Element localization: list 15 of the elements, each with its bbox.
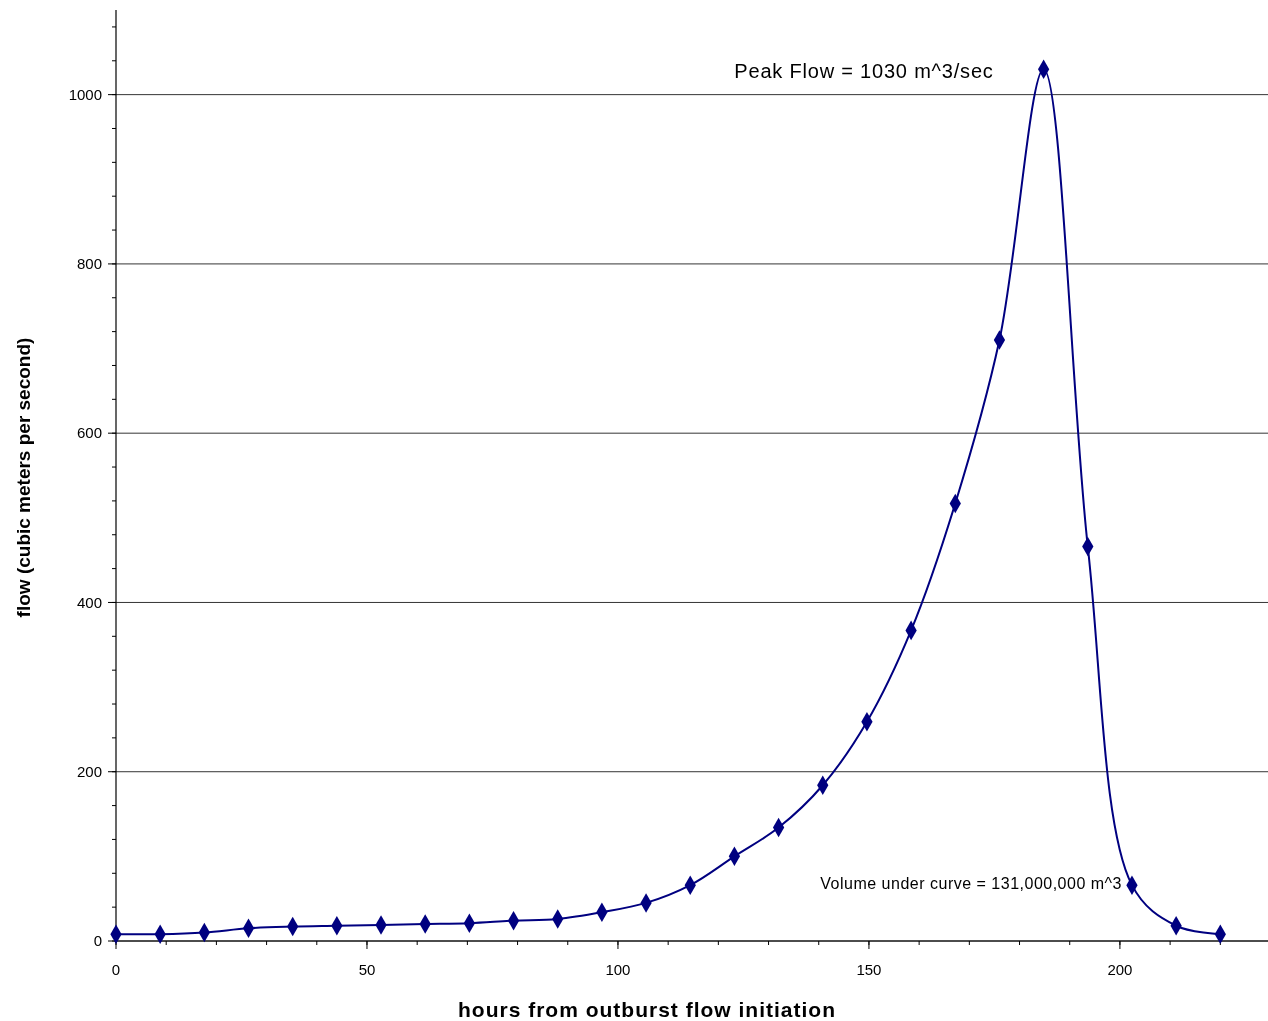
x-tick-label: 100 bbox=[605, 961, 631, 978]
annotation: Peak Flow = 1030 m^3/sec bbox=[734, 60, 994, 83]
y-tick-label: 0 bbox=[93, 932, 102, 950]
x-axis-title: hours from outburst flow initiation bbox=[458, 998, 836, 1021]
x-tick-label: 0 bbox=[111, 961, 121, 978]
x-tick-label: 50 bbox=[358, 961, 376, 978]
y-tick-label: 1000 bbox=[68, 85, 102, 103]
annotation: Volume under curve = 131,000,000 m^3 bbox=[820, 875, 1122, 892]
x-tick-label: 150 bbox=[856, 961, 882, 978]
y-tick-label: 400 bbox=[76, 593, 102, 611]
y-tick-label: 200 bbox=[76, 762, 102, 780]
y-tick-label: 600 bbox=[76, 424, 102, 442]
y-axis-title: flow (cubic meters per second) bbox=[13, 337, 34, 618]
y-tick-label: 800 bbox=[76, 255, 102, 273]
x-tick-label: 200 bbox=[1107, 961, 1133, 978]
